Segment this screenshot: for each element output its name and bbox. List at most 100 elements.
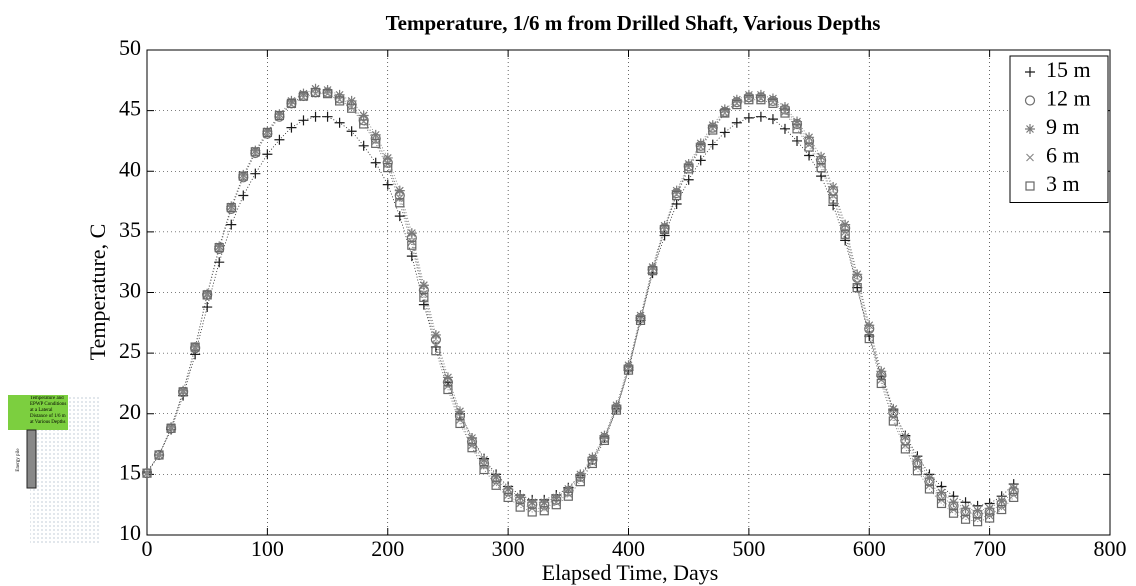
data-point [540,504,549,513]
data-point [358,140,369,151]
marker-shape [1025,67,1035,77]
marker-shape [467,443,477,453]
marker-shape [286,98,297,108]
data-point [155,451,163,459]
marker-shape [635,315,646,325]
data-point [840,229,850,239]
marker-shape [997,503,1006,512]
data-point [274,109,285,120]
data-point [660,224,670,235]
legend-label: 9 m [1046,114,1080,139]
marker-shape [238,169,249,180]
marker-shape [155,451,163,459]
data-point [274,134,285,145]
data-point [250,168,261,179]
marker-shape [286,122,297,133]
marker-shape [731,117,742,128]
data-point [479,454,490,465]
data-point [587,458,597,469]
marker-shape [876,366,887,377]
inset-title: Temperature and EPWP Conditions at a Lat… [30,396,67,425]
data-point [865,329,874,338]
data-point [394,211,405,222]
data-point [515,502,525,512]
marker-shape [274,109,285,120]
data-point [310,87,321,98]
data-point [707,139,718,150]
marker-shape [370,157,381,168]
marker-shape [767,114,778,125]
data-point [406,251,417,262]
series-line [146,116,1014,507]
data-point [202,302,213,313]
data-point [214,243,224,253]
data-point [731,117,742,128]
marker-shape [226,203,236,213]
data-point [708,125,718,135]
marker-shape [767,93,778,104]
legend-marker [1024,95,1036,106]
legend-label: 3 m [1046,171,1080,196]
marker-shape [792,124,802,134]
marker-shape [467,433,478,443]
marker-shape [202,290,212,300]
marker-shape [166,422,177,433]
data-point [732,99,742,110]
data-point [346,95,357,106]
data-point [202,290,212,300]
series-line [146,92,1014,523]
data-point [792,124,802,134]
marker-shape [756,95,766,105]
marker-shape [202,302,213,313]
data-point [779,101,790,112]
marker-shape [298,91,309,101]
marker-shape [900,431,911,442]
marker-shape [611,400,622,411]
marker-shape [539,497,550,508]
marker-shape [431,346,441,356]
data-point [852,269,863,280]
marker-shape [936,487,947,498]
data-point [695,138,706,149]
data-point [804,142,814,152]
data-point [683,158,694,169]
data-point [238,171,248,181]
y-tick-label: 50 [119,35,141,60]
x-tick-label: 800 [1094,536,1127,561]
marker-shape [552,498,561,507]
data-point [972,505,983,516]
data-point [731,94,742,105]
data-point [479,464,489,475]
marker-shape [359,117,368,126]
data-point [190,342,200,352]
marker-shape [1025,124,1035,134]
data-point [347,103,357,113]
data-point [635,310,646,321]
marker-shape [720,109,729,117]
data-point [816,171,827,182]
data-point [599,435,610,446]
data-point [226,201,237,212]
data-point [695,155,706,166]
data-point [154,450,164,460]
data-point [671,185,682,196]
data-point [262,127,272,138]
data-point [780,108,790,118]
marker-shape [864,333,874,344]
marker-shape [563,491,573,501]
marker-shape [564,489,573,498]
data-point [611,400,622,411]
data-point [382,152,393,163]
data-point [623,365,634,375]
marker-shape [238,171,248,181]
x-tick-label: 700 [973,536,1006,561]
data-point [419,292,429,302]
marker-shape [840,235,851,246]
data-point [793,122,801,131]
series-line [146,92,1014,515]
marker-shape [804,150,815,161]
y-tick-label: 45 [119,96,141,121]
inset-banner [8,395,68,430]
marker-shape [1026,153,1034,162]
marker-shape [864,320,875,331]
